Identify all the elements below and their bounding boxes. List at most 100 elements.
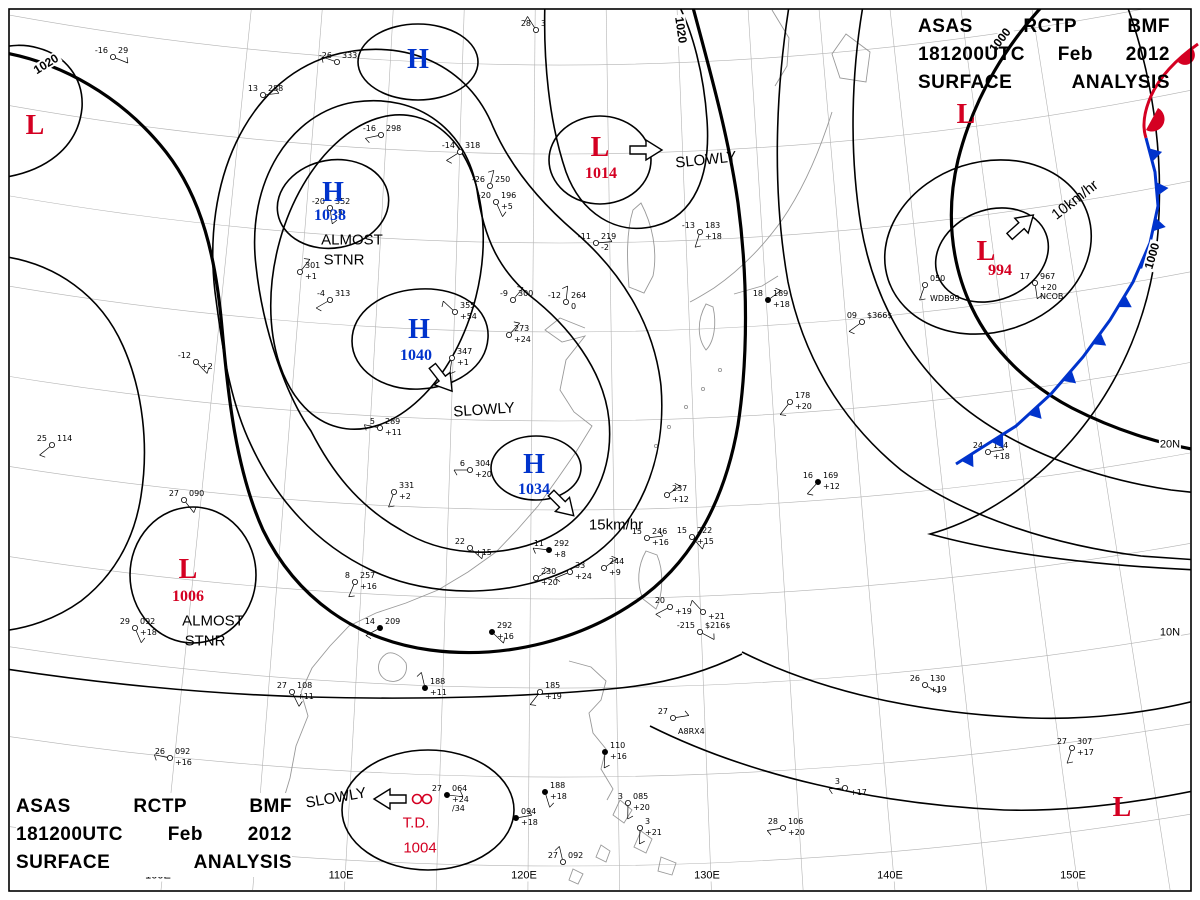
station-plot: 292+16 [488,621,514,644]
station-extra: +5 [501,202,513,211]
station-value: 300 [518,289,533,298]
station-temp: 8 [345,571,350,580]
station-circle [533,26,540,33]
wind-barb [606,558,618,567]
station-circle [110,54,117,61]
parallel [9,362,1191,422]
wind-barb [848,323,860,332]
meridian [676,9,712,891]
station-temp: -9 [500,289,508,298]
wind-barb-tick [562,285,568,289]
station-temp: 16 [803,471,813,480]
station-circle [815,478,822,485]
station-temp: 20 [655,596,665,605]
isobar-ring-outer [211,48,663,592]
wind-barb [545,794,551,808]
station-plot: 27 064 +24/34 [432,784,469,813]
station-value: 230 [541,567,556,576]
wind-barb-tick [524,16,528,22]
station-plot: 11 292 +8 [532,539,569,559]
station-circle [689,534,696,541]
station-circle [451,308,458,315]
station-plot: 110+16 [602,741,627,769]
station-temp: 26 [910,674,920,683]
wind-barb [529,694,539,705]
movement-arrow-right [629,138,664,162]
wind-barb-tick [530,704,537,706]
wind-barb-tick [275,88,280,94]
station-plot: 3+21 [637,817,662,845]
station-extra: +12 [672,495,689,504]
station-temp: 24 [973,441,983,450]
station-circle [376,625,383,632]
station-plot: 09 $366$ [847,311,892,335]
wind-barb [565,286,569,300]
meridian [960,9,1079,891]
station-value: 292 [497,621,512,630]
station-value: 3 [645,817,650,826]
station-circle [625,800,632,807]
station-plot: -13 183 +18 [682,221,722,248]
wind-barb [493,633,504,644]
station-circle [842,785,849,792]
isobar-ring-middle [253,99,611,553]
wind-barb [330,210,333,224]
station-extra: +18 [521,818,538,827]
station-extra: +8 [554,550,566,559]
station-value: $216$ [705,621,730,630]
station-value: 257 [360,571,375,580]
cold-front-triangle [1028,405,1042,419]
isobar-1000-thick [949,9,1191,451]
station-plot: 094+18 [513,807,538,827]
station-circle [421,685,428,692]
coast-philippines [568,799,677,885]
meridian [747,9,804,891]
station-value: 209 [385,617,400,626]
station-temp: 28 [521,19,531,28]
station-circle [166,755,173,762]
wind-barb-tick [1037,294,1043,300]
station-circle [326,296,333,303]
station-temp: 25 [37,434,47,443]
wind-barb [533,547,547,550]
wind-barb [675,715,689,718]
wind-barb [1035,285,1038,299]
station-plot: 26 130 +19 [910,674,947,694]
wind-barb-tick [527,810,533,816]
station-value: 064 [452,784,467,793]
wind-barb [443,300,454,311]
isobar-td1004 [341,749,515,871]
station-plot: -20 352 -5 [312,197,350,225]
station-extra: +16 [175,758,192,767]
wind-barb [185,502,195,513]
station-temp: -11 [578,232,591,241]
wind-barb [694,234,700,248]
wind-barb-tick [503,637,506,644]
station-value: 333 [342,51,357,60]
wind-barb-tick [554,846,560,851]
coast-hokkaido [831,33,871,83]
wind-barb [496,204,503,217]
station-extra: +1 [457,358,469,367]
station-temp: -4 [317,289,325,298]
station-temp: 27 [658,707,668,716]
wind-barb [598,241,612,244]
meridian [344,9,394,891]
station-plot: 6 304 +20 [453,459,492,479]
movement-arrow-left [372,787,407,811]
wind-barb [449,794,463,798]
station-plot: -215 $216$ [677,621,730,640]
station-extra: +19 [930,685,947,694]
station-extra: 0 [571,302,576,311]
station-extra: +21 [708,612,725,621]
station-temp: 09 [847,311,857,320]
coast-shikoku [733,275,779,295]
map-frame [8,8,1192,892]
station-value: 114 [57,434,72,443]
station-plot: 27 090 [169,489,204,513]
wind-barb-tick [639,840,645,845]
station-temp: -26 [319,51,332,60]
station-extra: +1 [305,272,317,281]
